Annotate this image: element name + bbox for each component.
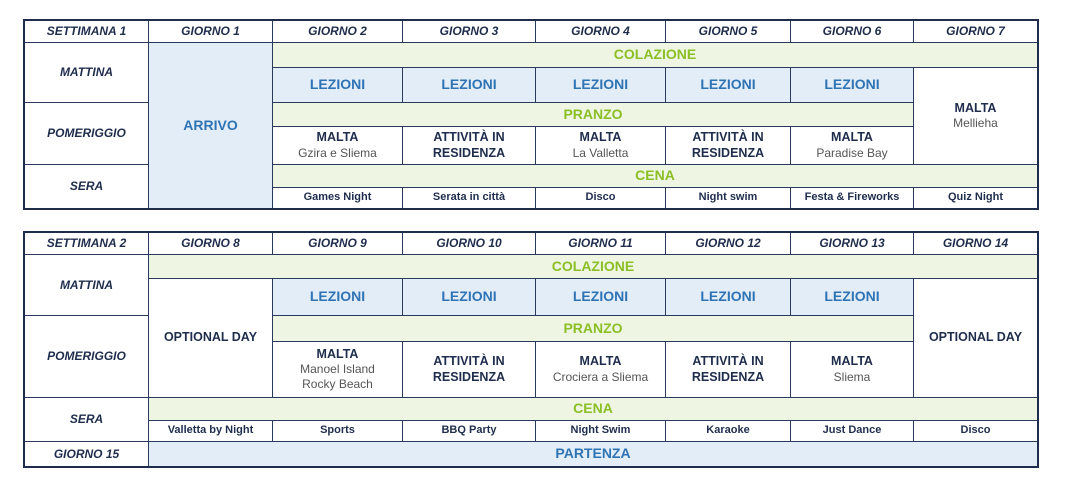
evening-cell: Serata in città [402, 187, 536, 209]
breakfast-row: COLAZIONE [272, 42, 1038, 68]
lesson-cell: LEZIONI [272, 67, 403, 103]
header-cell: GIORNO 8 [148, 232, 273, 255]
departure-row: PARTENZA [148, 441, 1038, 467]
activity-cell: ATTIVITÀ IN RESIDENZA [402, 126, 536, 165]
header-cell: GIORNO 11 [535, 232, 666, 255]
header-cell: GIORNO 5 [665, 20, 791, 43]
activity-title: ATTIVITÀ IN RESIDENZA [691, 353, 765, 384]
evening-cell: Disco [913, 420, 1038, 442]
evening-cell: Valletta by Night [148, 420, 273, 442]
header-cell: GIORNO 12 [665, 232, 791, 255]
header-cell: GIORNO 14 [913, 232, 1038, 255]
evening-cell: Festa & Fireworks [790, 187, 914, 209]
lesson-cell: LEZIONI [535, 278, 666, 316]
activity-detail: Gzira e Sliema [298, 145, 377, 160]
breakfast-row: COLAZIONE [148, 254, 1038, 279]
lesson-cell: LEZIONI [402, 67, 536, 103]
lunch-row: PRANZO [272, 102, 914, 127]
activity-cell: MALTA Manoel Island Rocky Beach [272, 341, 403, 398]
evening-cell: Night swim [665, 187, 791, 209]
activity-title: MALTA [579, 130, 622, 145]
header-cell: GIORNO 4 [535, 20, 666, 43]
activity-detail: Paradise Bay [816, 145, 888, 160]
activity-title: MALTA [316, 130, 359, 145]
header-cell: GIORNO 10 [402, 232, 536, 255]
lesson-cell: LEZIONI [535, 67, 666, 103]
lesson-cell: LEZIONI [790, 278, 914, 316]
arrival-cell: ARRIVO [148, 42, 273, 209]
lesson-cell: LEZIONI [402, 278, 536, 316]
lunch-row: PRANZO [272, 315, 914, 342]
activity-title: MALTA [579, 354, 622, 369]
optional-day: OPTIONAL DAY [148, 278, 273, 398]
evening-cell: Sports [272, 420, 403, 442]
activity-title: ATTIVITÀ IN RESIDENZA [691, 129, 765, 160]
activity-cell: MALTA Gzira e Sliema [272, 126, 403, 165]
activity-detail: Crociera a Sliema [552, 369, 649, 384]
activity-cell: ATTIVITÀ IN RESIDENZA [665, 341, 791, 398]
header-cell: GIORNO 2 [272, 20, 403, 43]
header-cell: GIORNO 6 [790, 20, 914, 43]
lesson-cell: LEZIONI [790, 67, 914, 103]
row-label: MATTINA [24, 254, 149, 316]
optional-day: OPTIONAL DAY [913, 278, 1038, 398]
header-cell: SETTIMANA 1 [24, 20, 149, 43]
activity-cell: MALTA Sliema [790, 341, 914, 398]
lesson-cell: LEZIONI [665, 67, 791, 103]
activity-title: MALTA [954, 100, 997, 115]
row-label: GIORNO 15 [24, 441, 149, 467]
activity-cell: ATTIVITÀ IN RESIDENZA [665, 126, 791, 165]
row-label: SERA [24, 397, 149, 442]
activity-cell: MALTA La Valletta [535, 126, 666, 165]
activity-cell: MALTA Crociera a Sliema [535, 341, 666, 398]
evening-cell: Night Swim [535, 420, 666, 442]
row-label: MATTINA [24, 42, 149, 103]
dinner-row: CENA [148, 397, 1038, 421]
activity-cell: MALTA Paradise Bay [790, 126, 914, 165]
activity-detail: Sliema [833, 369, 871, 384]
lesson-cell: LEZIONI [272, 278, 403, 316]
activity-title: ATTIVITÀ IN RESIDENZA [432, 353, 506, 384]
row-label: POMERIGGIO [24, 102, 149, 165]
evening-cell: Just Dance [790, 420, 914, 442]
evening-cell: Disco [535, 187, 666, 209]
activity-detail: La Valletta [572, 145, 629, 160]
header-cell: GIORNO 1 [148, 20, 273, 43]
activity-detail: Rocky Beach [302, 377, 373, 392]
activity-detail: Mellieha [953, 116, 998, 131]
activity-detail: Manoel Island [300, 362, 375, 377]
header-cell: GIORNO 9 [272, 232, 403, 255]
activity-title: MALTA [831, 130, 873, 145]
activity-cell: ATTIVITÀ IN RESIDENZA [402, 341, 536, 398]
row-label: POMERIGGIO [24, 315, 149, 398]
evening-cell: BBQ Party [402, 420, 536, 442]
header-cell: GIORNO 7 [913, 20, 1038, 43]
lesson-cell: LEZIONI [665, 278, 791, 316]
header-cell: GIORNO 3 [402, 20, 536, 43]
activity-title: MALTA [831, 354, 873, 369]
header-cell: GIORNO 13 [790, 232, 914, 255]
evening-cell: Games Night [272, 187, 403, 209]
evening-cell: Karaoke [665, 420, 791, 442]
evening-cell: Quiz Night [913, 187, 1038, 209]
dinner-row: CENA [272, 164, 1038, 188]
row-label: SERA [24, 164, 149, 209]
activity-cell: MALTA Mellieha [913, 67, 1038, 165]
header-cell: SETTIMANA 2 [24, 232, 149, 255]
activity-title: MALTA [316, 346, 359, 361]
activity-title: ATTIVITÀ IN RESIDENZA [432, 129, 506, 160]
